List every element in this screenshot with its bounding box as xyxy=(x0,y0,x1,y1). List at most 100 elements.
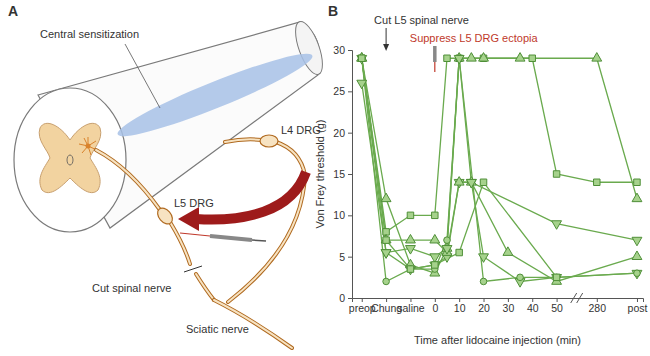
central-canal xyxy=(67,155,73,165)
l5-spinal-nerve xyxy=(170,222,190,264)
y-tick: 10 xyxy=(333,209,352,221)
x-tick-label: 50 xyxy=(551,302,563,314)
marker xyxy=(634,179,640,185)
x-axis-title: Time after lidocaine injection (min) xyxy=(414,334,581,346)
series-line xyxy=(362,58,557,277)
marker xyxy=(442,246,452,255)
syringe-barrel xyxy=(210,236,252,240)
marker xyxy=(479,254,489,263)
marker xyxy=(358,55,365,62)
y-axis-line xyxy=(348,51,353,299)
x-tick-mark xyxy=(362,298,363,302)
x-tick-label: post xyxy=(628,302,648,314)
marker xyxy=(407,266,413,272)
diagram-label: Central sensitization xyxy=(40,28,139,40)
y-tick-label: 0 xyxy=(339,292,345,304)
marker xyxy=(503,247,513,256)
marker xyxy=(357,53,367,62)
y-tick: 30 xyxy=(333,44,352,56)
annotation: Cut L5 spinal nerve xyxy=(374,14,469,26)
x-tick-mark xyxy=(410,298,411,302)
marker xyxy=(381,234,391,243)
marker xyxy=(632,193,642,202)
marker xyxy=(454,177,464,186)
x-tick: 20 xyxy=(478,298,490,314)
marker xyxy=(381,250,391,259)
y-tick: 15 xyxy=(333,168,352,180)
y-tick-label: 20 xyxy=(333,127,345,139)
marker xyxy=(515,53,525,62)
x-tick-mark xyxy=(508,298,509,302)
x-tick: 50 xyxy=(551,298,563,314)
y-tick-label: 25 xyxy=(333,85,345,97)
marker xyxy=(407,266,414,273)
marker xyxy=(529,55,535,61)
x-tick-label: 40 xyxy=(527,302,539,314)
cut-mark xyxy=(184,266,202,272)
leader-line xyxy=(125,44,160,108)
y-tick-label: 30 xyxy=(333,44,345,56)
x-tick: post xyxy=(628,298,648,314)
red-arrowhead xyxy=(178,207,199,231)
panel-a: ACentral sensitizationL4 DRGL5 DRGCut sp… xyxy=(8,3,328,348)
y-tick-label: 10 xyxy=(333,209,345,221)
marker xyxy=(456,249,462,255)
x-tick-label: 280 xyxy=(589,302,607,314)
marker xyxy=(381,193,391,202)
y-tick: 25 xyxy=(333,85,352,97)
marker xyxy=(553,274,559,280)
neuron xyxy=(79,137,97,155)
marker xyxy=(632,270,642,279)
l5-spinal-nerve-outline xyxy=(170,222,190,264)
plot-area xyxy=(357,53,642,288)
l5-root-outline xyxy=(96,150,160,210)
l5-root xyxy=(96,150,160,210)
l5-distal-stump xyxy=(196,274,214,300)
y-axis: 0 5 10 15 20 25 30 xyxy=(333,44,352,304)
panel-label: B xyxy=(328,3,338,19)
l5-distal-stump-outline xyxy=(196,274,214,300)
diagram-label: Cut spinal nerve xyxy=(92,282,172,294)
x-tick-label: saline xyxy=(397,302,425,314)
y-tick: 5 xyxy=(339,251,352,263)
x-tick-mark xyxy=(386,298,387,302)
x-tick-label: 0 xyxy=(432,302,438,314)
marker xyxy=(517,274,524,281)
x-tick: 30 xyxy=(503,298,515,314)
annotation: Suppress L5 DRG ectopia xyxy=(410,32,539,44)
marker xyxy=(357,55,367,64)
marker xyxy=(632,251,642,260)
annotation-arrowhead xyxy=(383,44,389,51)
marker xyxy=(406,266,416,275)
x-tick: 0 xyxy=(432,298,438,314)
figure: ACentral sensitizationL4 DRGL5 DRGCut sp… xyxy=(0,0,650,356)
x-axis: preopChungsaline01020304050280post xyxy=(349,298,648,314)
marker xyxy=(359,55,365,61)
marker xyxy=(406,246,416,255)
marker xyxy=(552,221,562,230)
y-tick: 0 xyxy=(339,292,352,304)
marker xyxy=(430,254,440,263)
diagram-label: L5 DRG xyxy=(174,197,214,209)
marker xyxy=(480,179,486,185)
series-line xyxy=(362,58,637,256)
marker xyxy=(444,237,451,244)
syringe-barrel xyxy=(433,46,437,62)
series-line xyxy=(362,58,637,273)
marker xyxy=(383,237,389,243)
marker xyxy=(466,53,476,62)
y-tick-mark xyxy=(348,91,352,92)
x-tick: 280 xyxy=(589,298,607,314)
panel-label: A xyxy=(8,3,18,19)
y-tick-mark xyxy=(348,174,352,175)
x-tick-label: 20 xyxy=(478,302,490,314)
y-tick: 20 xyxy=(333,127,352,139)
syringe-plunger xyxy=(252,240,266,241)
marker xyxy=(357,53,367,62)
marker xyxy=(359,55,365,61)
soma xyxy=(86,144,91,149)
y-tick-mark xyxy=(348,50,352,51)
l4-drg xyxy=(260,135,278,147)
x-tick-mark xyxy=(435,298,436,302)
marker xyxy=(480,278,487,285)
